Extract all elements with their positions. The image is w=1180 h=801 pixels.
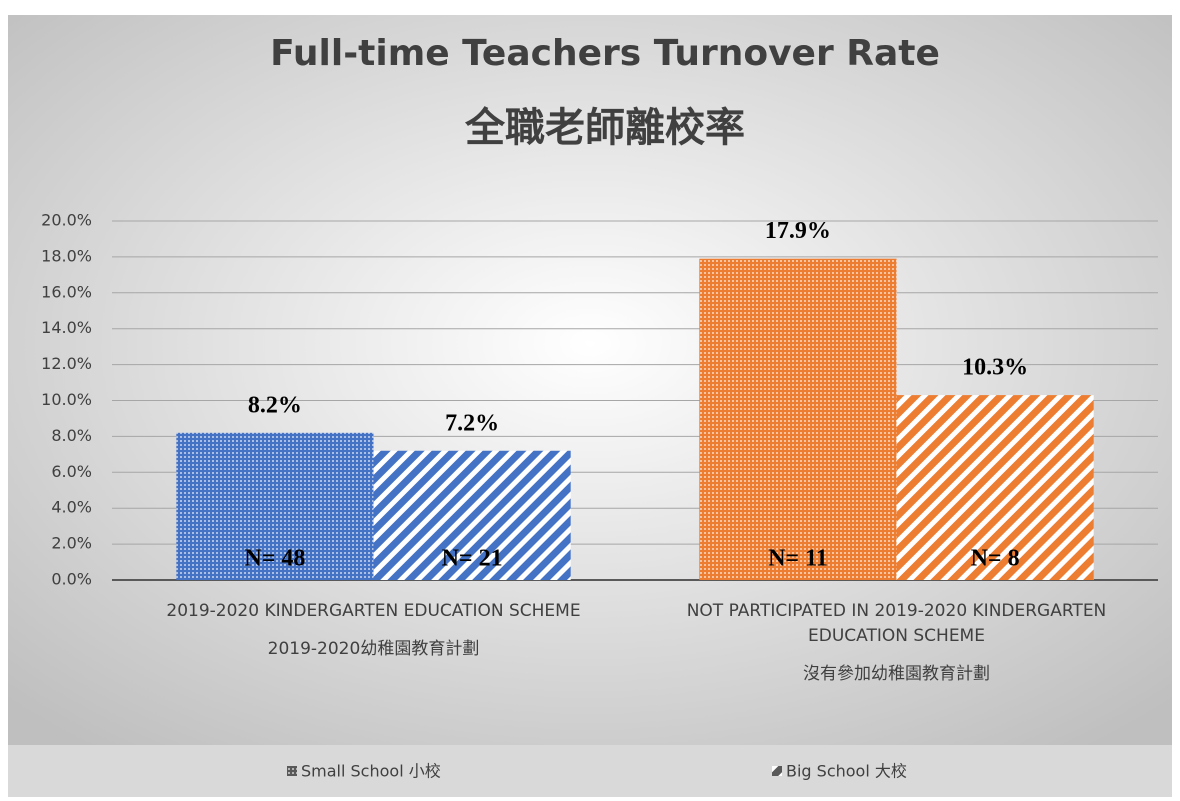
bar	[896, 395, 1094, 580]
y-tick-label: 12.0%	[41, 354, 92, 373]
chart-title: Full-time Teachers Turnover Rate	[270, 33, 940, 74]
x-tick-label: EDUCATION SCHEME	[808, 626, 985, 646]
plot-background	[8, 15, 1172, 745]
x-tick-label: NOT PARTICIPATED IN 2019-2020 KINDERGART…	[687, 601, 1107, 621]
bar	[176, 432, 374, 580]
bar	[699, 258, 897, 580]
y-tick-label: 8.0%	[51, 426, 92, 445]
y-tick-label: 6.0%	[51, 462, 92, 481]
annotation: N= 21	[442, 546, 503, 572]
x-tick-label: 沒有參加幼稚園教育計劃	[803, 664, 990, 684]
annotation: N= 11	[768, 546, 828, 572]
value-label: 8.2%	[248, 392, 302, 418]
y-tick-label: 16.0%	[41, 282, 92, 301]
annotation: N= 48	[244, 546, 305, 572]
y-tick-label: 2.0%	[51, 534, 92, 553]
y-tick-label: 18.0%	[41, 246, 92, 265]
legend-background	[8, 745, 1172, 797]
value-label: 10.3%	[962, 355, 1028, 381]
bar	[373, 450, 571, 580]
annotation: N= 8	[971, 546, 1020, 572]
legend-marker	[772, 766, 782, 776]
x-tick-label: 2019-2020幼稚園教育計劃	[268, 639, 480, 659]
legend-label: Small School 小校	[301, 762, 441, 781]
legend-marker	[287, 766, 297, 776]
y-tick-label: 4.0%	[51, 498, 92, 517]
x-tick-label: 2019-2020 KINDERGARTEN EDUCATION SCHEME	[166, 601, 580, 621]
y-tick-label: 14.0%	[41, 318, 92, 337]
value-label: 7.2%	[445, 410, 499, 436]
y-tick-label: 0.0%	[51, 570, 92, 589]
chart-subtitle: 全職老師離校率	[464, 105, 745, 151]
value-label: 17.9%	[765, 218, 831, 244]
y-tick-label: 10.0%	[41, 390, 92, 409]
y-tick-label: 20.0%	[41, 211, 92, 230]
legend-label: Big School 大校	[786, 762, 907, 781]
